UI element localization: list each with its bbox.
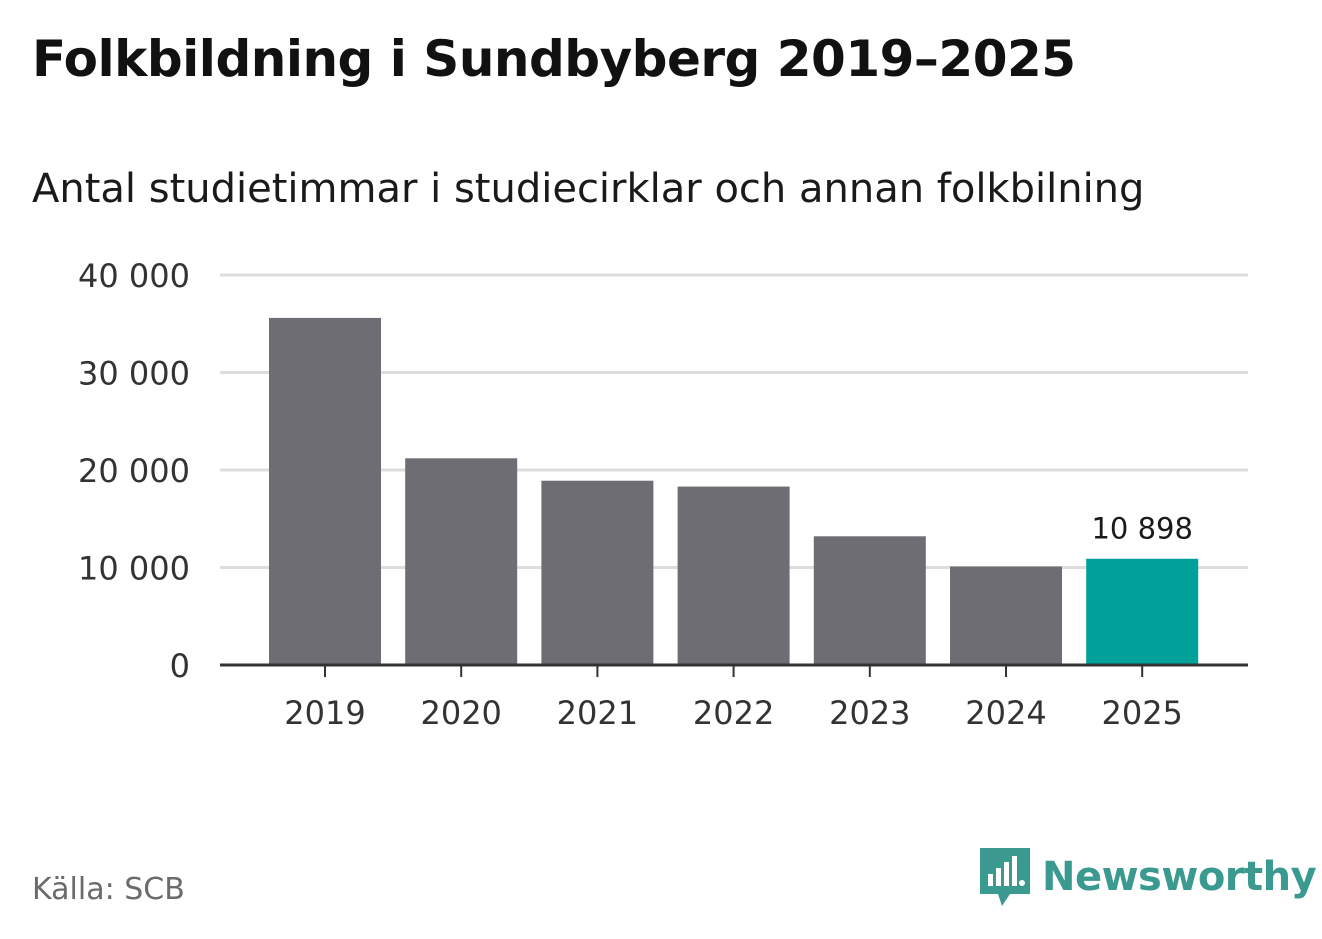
x-tick-label: 2022	[693, 694, 774, 732]
y-tick-label: 0	[170, 647, 190, 685]
y-tick-label: 20 000	[78, 452, 190, 490]
bar	[677, 486, 790, 665]
bar	[950, 566, 1062, 665]
x-tick-label: 2021	[557, 694, 638, 732]
x-tick-label: 2023	[829, 694, 910, 732]
y-tick-label: 40 000	[78, 257, 190, 295]
brand-logo: Newsworthy	[980, 848, 1317, 906]
x-tick-label: 2024	[965, 694, 1046, 732]
source-note: Källa: SCB	[32, 872, 185, 907]
bar	[541, 480, 654, 665]
bar	[813, 536, 926, 665]
x-tick-label: 2025	[1101, 694, 1182, 732]
newsworthy-logo-icon	[980, 848, 1030, 906]
bar-chart: 0 10 000 20 000 30 000 40 000 2019 2020 2021 202…	[78, 257, 1248, 732]
y-tick-label: 10 000	[78, 550, 190, 588]
bar	[269, 317, 381, 665]
bar	[405, 458, 518, 665]
brand-name: Newsworthy	[1042, 854, 1317, 900]
x-tick-label: 2019	[284, 694, 365, 732]
bar	[1086, 558, 1199, 665]
y-tick-label: 30 000	[78, 355, 190, 393]
data-label: 10 898	[1091, 512, 1192, 546]
chart-title: Folkbildning i Sundbyberg 2019–2025	[32, 30, 1076, 88]
x-tick-label: 2020	[420, 694, 501, 732]
chart-subtitle: Antal studietimmar i studiecirklar och a…	[32, 166, 1145, 212]
